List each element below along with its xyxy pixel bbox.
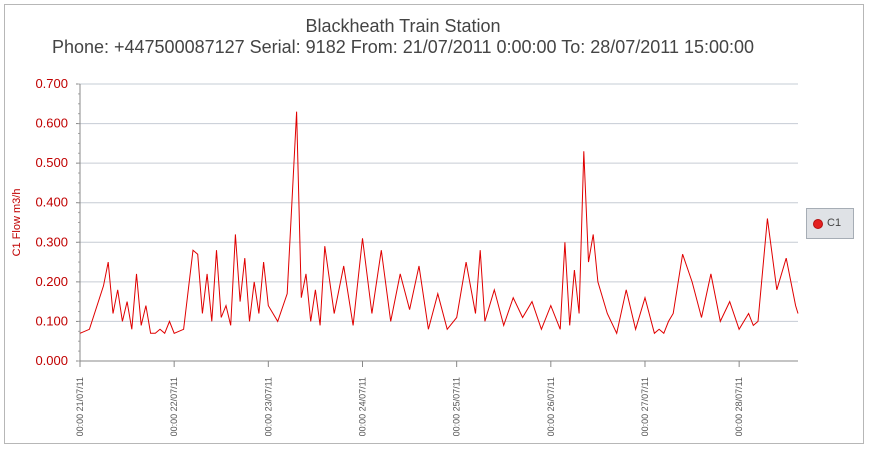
y-axis-label: C1 Flow m3/h <box>11 189 23 257</box>
legend[interactable]: C1 <box>806 208 854 239</box>
y-tick-label: 0.000 <box>35 353 68 368</box>
y-tick-label: 0.700 <box>35 76 68 91</box>
x-tick-label: 00:00 28/07/11 <box>734 377 744 436</box>
y-tick-label: 0.600 <box>35 116 68 131</box>
chart-subtitle: Phone: +447500087127 Serial: 9182 From: … <box>51 37 755 57</box>
x-tick-label: 00:00 22/07/11 <box>169 377 179 436</box>
series-line-c1 <box>79 111 799 335</box>
y-tick-label: 0.200 <box>35 274 68 289</box>
y-tick-label: 0.300 <box>35 234 68 249</box>
legend-marker-icon <box>813 219 823 229</box>
legend-label-c1: C1 <box>827 217 842 229</box>
x-tick-label: 00:00 27/07/11 <box>640 377 650 436</box>
y-tick-label: 0.400 <box>35 195 68 210</box>
chart-title: Blackheath Train Station <box>305 16 501 36</box>
x-tick-label: 00:00 21/07/11 <box>75 377 85 436</box>
x-tick-label: 00:00 25/07/11 <box>452 377 462 436</box>
y-tick-label: 0.500 <box>35 155 68 170</box>
chart-frame <box>4 4 864 444</box>
x-tick-label: 00:00 23/07/11 <box>263 377 273 436</box>
x-tick-label: 00:00 24/07/11 <box>357 377 367 436</box>
y-tick-label: 0.100 <box>35 313 68 328</box>
x-tick-label: 00:00 26/07/11 <box>546 377 556 436</box>
